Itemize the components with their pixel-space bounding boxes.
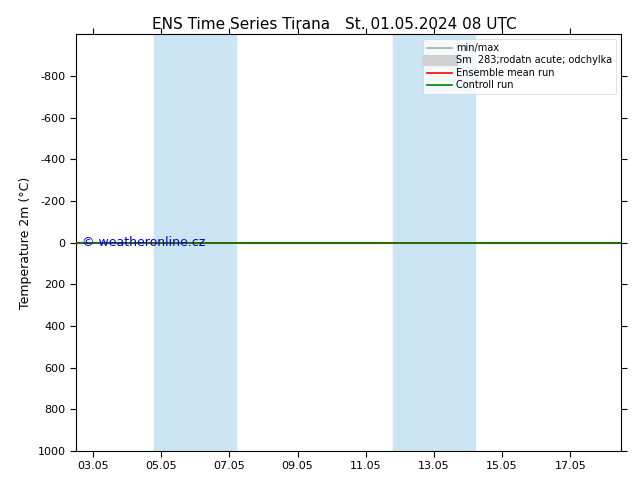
Bar <box>155 34 236 451</box>
Legend: min/max, Sm  283;rodatn acute; odchylka, Ensemble mean run, Controll run: min/max, Sm 283;rodatn acute; odchylka, … <box>424 39 616 94</box>
Y-axis label: Temperature 2m (°C): Temperature 2m (°C) <box>19 176 32 309</box>
Text: ENS Time Series Tirana: ENS Time Series Tirana <box>152 17 330 32</box>
Text: St. 01.05.2024 08 UTC: St. 01.05.2024 08 UTC <box>346 17 517 32</box>
Bar <box>393 34 475 451</box>
Text: © weatheronline.cz: © weatheronline.cz <box>82 236 205 249</box>
